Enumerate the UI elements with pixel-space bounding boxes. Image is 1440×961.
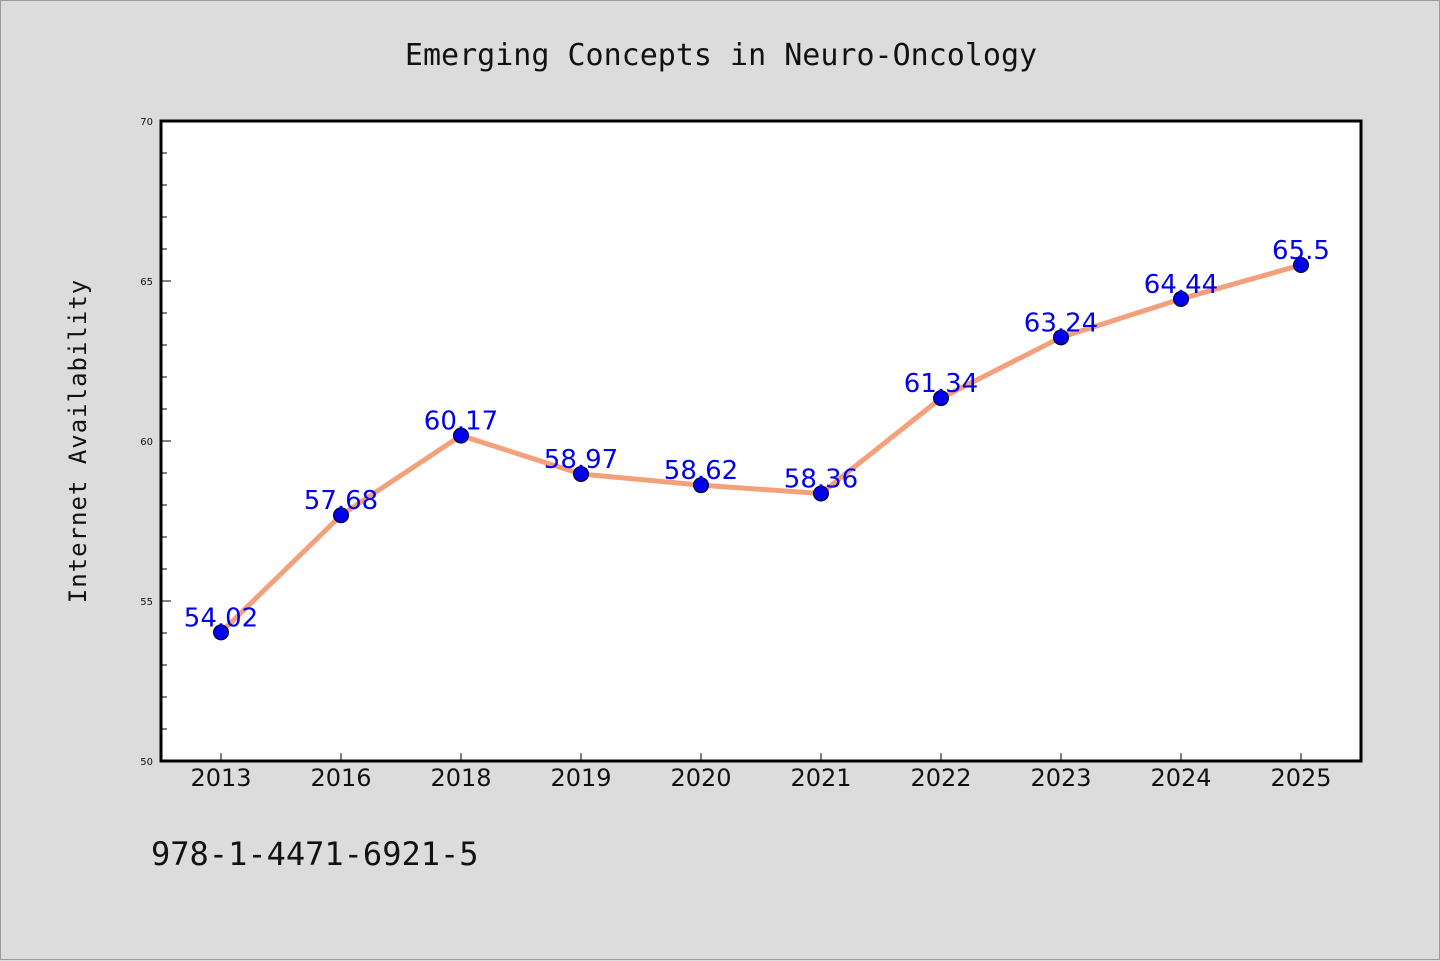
plot-area bbox=[159, 119, 1363, 763]
x-tick-label: 2018 bbox=[430, 764, 491, 792]
data-label: 63.24 bbox=[1024, 308, 1098, 338]
x-tick-label: 2023 bbox=[1030, 764, 1091, 792]
data-label: 60.17 bbox=[424, 407, 498, 437]
x-tick-label: 2025 bbox=[1270, 764, 1331, 792]
data-point-marker bbox=[693, 477, 709, 494]
y-tick-label: 50 bbox=[140, 757, 153, 768]
y-tick-label: 65 bbox=[140, 277, 153, 288]
x-tick-label: 2024 bbox=[1150, 764, 1211, 792]
x-tick-label: 2020 bbox=[670, 764, 731, 792]
y-axis-label: Internet Availability bbox=[64, 279, 92, 603]
y-tick-label: 70 bbox=[140, 117, 153, 128]
data-label: 58.97 bbox=[544, 445, 618, 475]
markers-group bbox=[213, 257, 1309, 641]
data-point-marker bbox=[453, 427, 469, 444]
data-point-marker bbox=[213, 624, 229, 641]
chart-title: Emerging Concepts in Neuro-Oncology bbox=[405, 38, 1037, 73]
data-point-marker bbox=[573, 465, 589, 482]
data-label: 61.34 bbox=[904, 369, 978, 399]
data-label: 58.36 bbox=[784, 464, 858, 494]
data-point-marker bbox=[1173, 290, 1189, 307]
x-tick-label: 2021 bbox=[790, 764, 851, 792]
y-axis: 50 55 60 65 70 bbox=[140, 117, 171, 768]
x-tick-label: 2019 bbox=[550, 764, 611, 792]
y-tick-label: 60 bbox=[140, 437, 153, 448]
data-point-marker bbox=[933, 390, 949, 407]
data-point-marker bbox=[1293, 257, 1309, 273]
data-point-marker bbox=[333, 507, 349, 524]
x-axis: 2013 2016 2018 2019 2020 2021 2022 2023 2024 2025 bbox=[190, 753, 1332, 792]
x-tick-label: 2016 bbox=[310, 764, 371, 792]
data-label: 57.68 bbox=[304, 486, 378, 516]
data-label: 58.62 bbox=[664, 456, 738, 486]
x-tick-label: 2013 bbox=[190, 764, 251, 792]
data-point-marker bbox=[1053, 329, 1069, 346]
data-label: 54.02 bbox=[184, 603, 258, 633]
data-labels-group: 54.02 57.68 60.17 58.97 58.62 58.36 61.34 63.24… bbox=[184, 236, 1330, 633]
series-line bbox=[218, 262, 1304, 635]
data-label: 64.44 bbox=[1144, 270, 1218, 300]
x-tick-label: 2022 bbox=[910, 764, 971, 792]
y-tick-label: 55 bbox=[140, 597, 153, 608]
data-label: 65.5 bbox=[1272, 236, 1330, 266]
isbn-footer: 978-1-4471-6921-5 bbox=[151, 835, 479, 873]
series-line-group bbox=[218, 262, 1304, 635]
data-point-marker bbox=[813, 485, 829, 502]
